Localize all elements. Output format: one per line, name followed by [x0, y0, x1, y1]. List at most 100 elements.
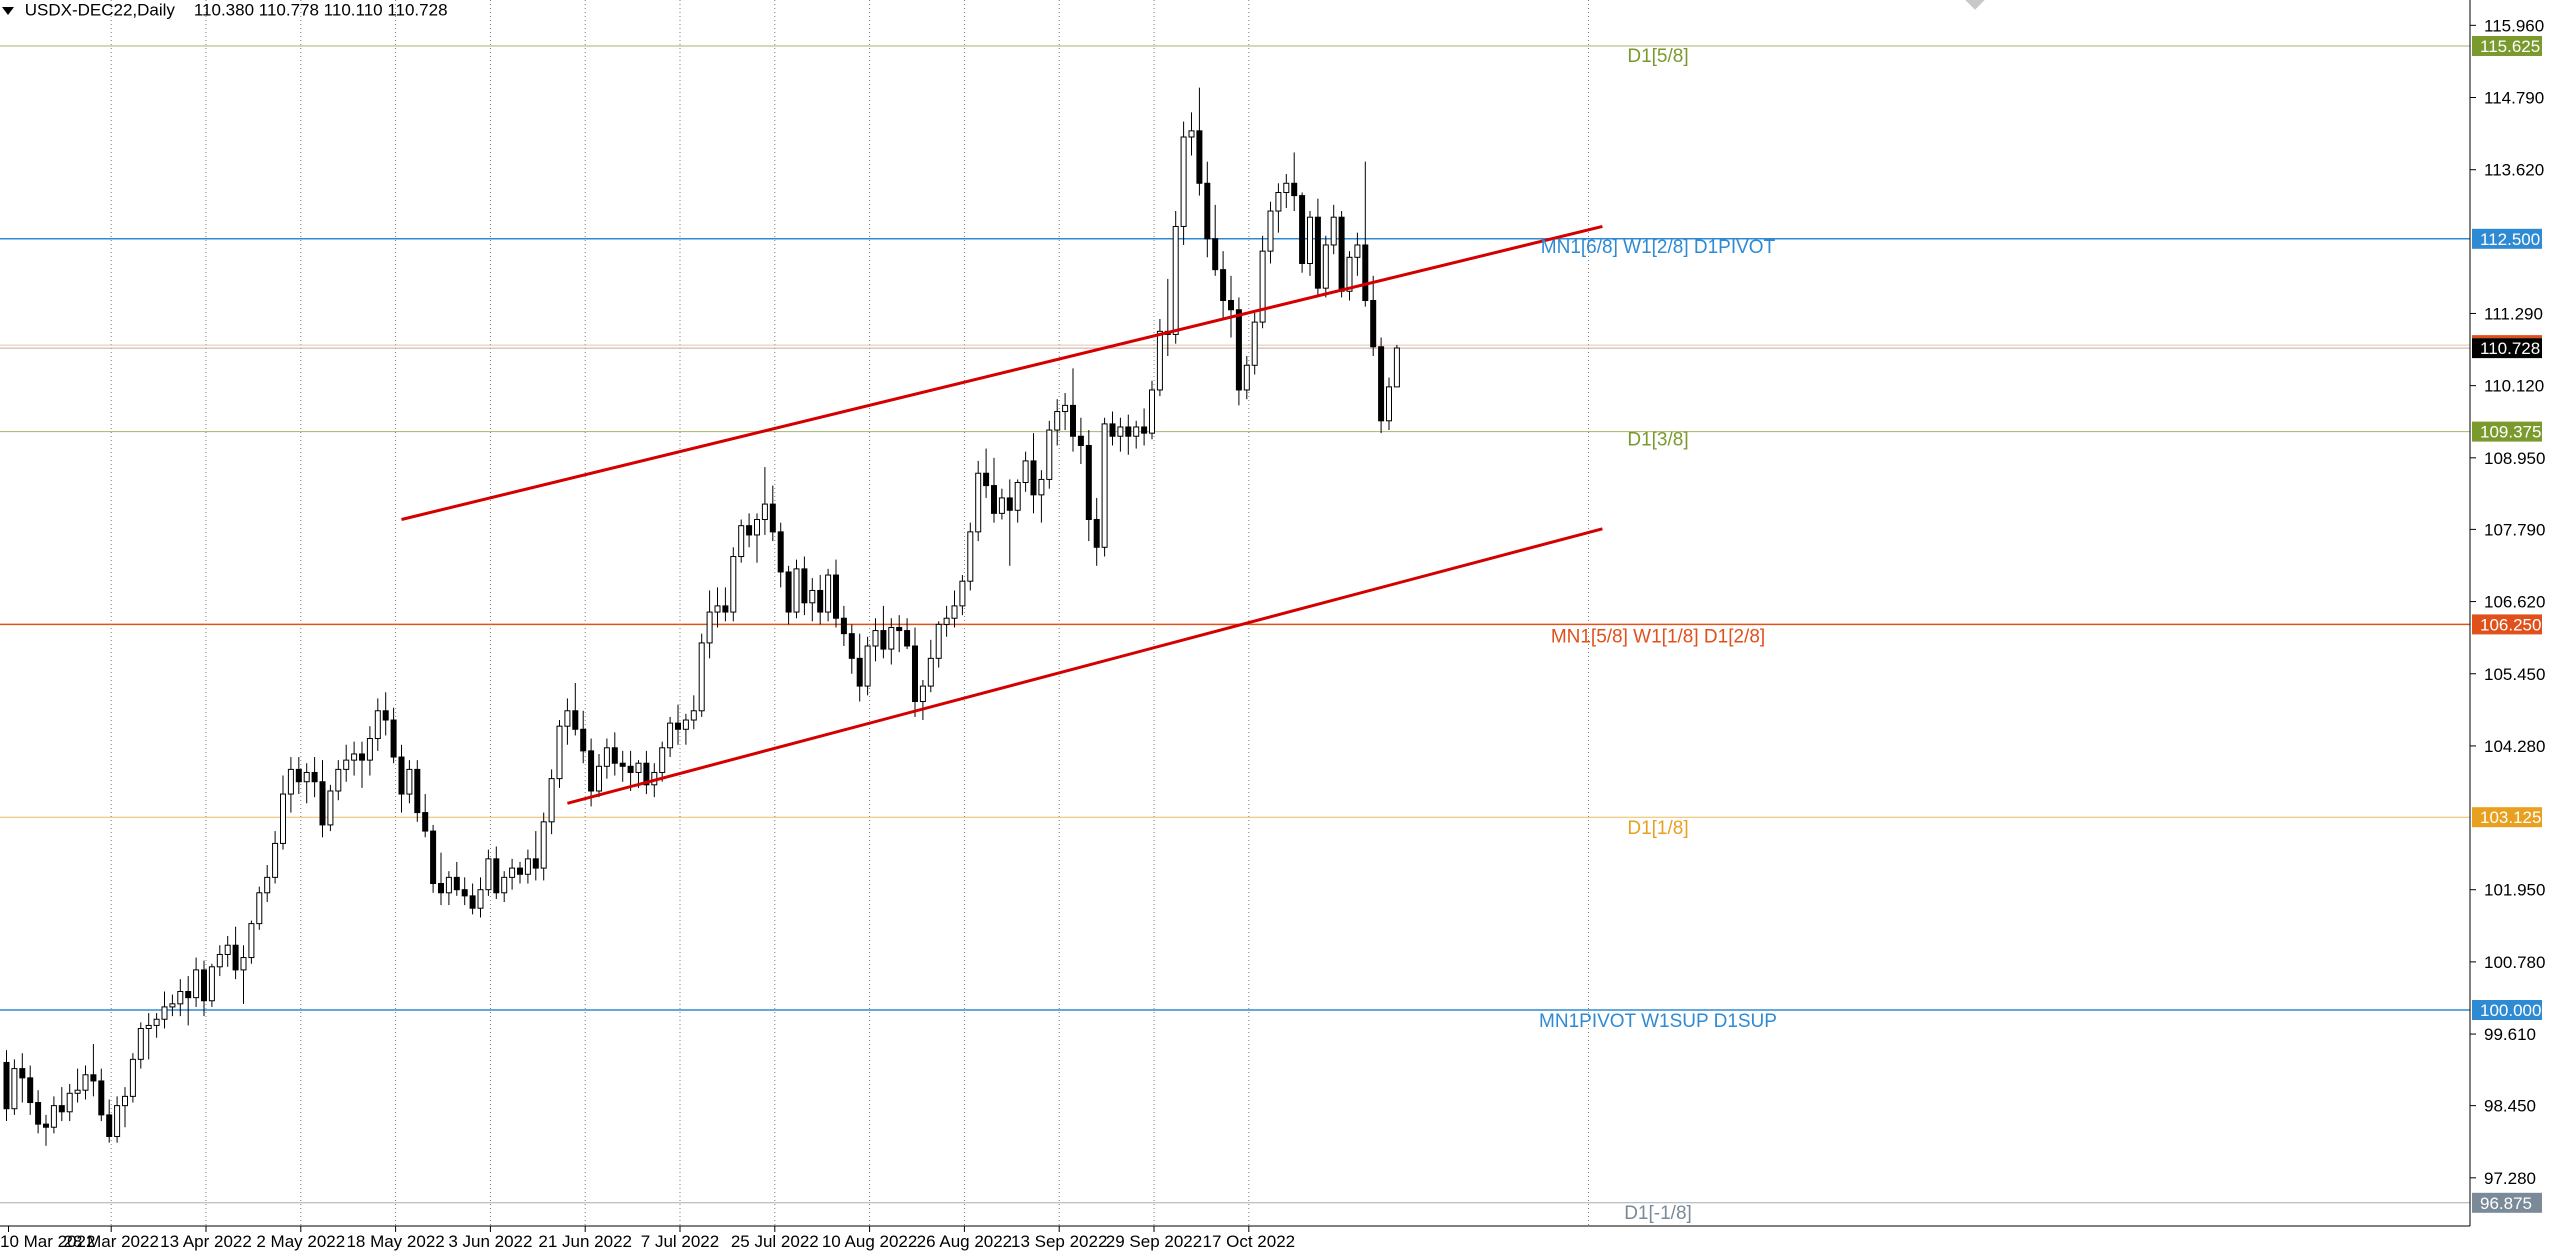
candle-up — [1346, 256, 1353, 292]
candle-down — [722, 605, 729, 613]
candle-down — [880, 630, 887, 650]
candle-up — [343, 759, 350, 770]
candle-down — [398, 756, 405, 795]
channel-trendlines[interactable] — [401, 225, 1603, 805]
candle-up — [1275, 192, 1282, 212]
candle-down — [675, 722, 681, 730]
time-tick-label: 18 May 2022 — [346, 1232, 444, 1251]
candle-down — [382, 710, 389, 721]
candle-up — [1062, 404, 1069, 413]
candlestick-series — [3, 87, 1400, 1146]
candle-up — [951, 605, 958, 619]
candle-down — [517, 867, 523, 875]
candle-down — [422, 812, 429, 832]
level-price-tag — [2472, 36, 2542, 56]
candle-up — [864, 645, 871, 687]
candle-up — [706, 611, 713, 644]
candle-up — [761, 503, 768, 521]
candle-down — [1141, 426, 1148, 434]
channel-trendline[interactable] — [401, 225, 1603, 521]
time-tick-label: 3 Jun 2022 — [448, 1232, 532, 1251]
candle-down — [801, 568, 808, 604]
time-tick-label: 13 Sep 2022 — [1011, 1232, 1107, 1251]
candle-down — [493, 858, 500, 894]
candle-up — [351, 753, 358, 761]
candle-up — [406, 768, 413, 795]
candle-up — [224, 944, 231, 955]
candle-down — [461, 889, 468, 897]
candle-down — [185, 990, 192, 999]
candle-down — [469, 895, 476, 909]
ohlc-values: 110.380 110.778 110.110 110.728 — [193, 0, 448, 20]
time-tick-label: 29 Sep 2022 — [1106, 1232, 1202, 1251]
candle-up — [1149, 389, 1155, 434]
candle-up — [975, 472, 982, 533]
candle-down — [1378, 346, 1385, 422]
candle-down — [1196, 130, 1203, 184]
candle-up — [1117, 426, 1124, 437]
candle-down — [833, 574, 839, 619]
candle-up — [1267, 210, 1274, 252]
candle-up — [888, 626, 895, 650]
candle-up — [501, 876, 508, 894]
candle-up — [193, 969, 200, 999]
candle-up — [280, 793, 286, 844]
candle-down — [1125, 426, 1132, 437]
symbol-label: USDX-DEC22,Daily — [24, 0, 175, 20]
candle-down — [912, 645, 918, 703]
candle-down — [98, 1080, 105, 1116]
price-tick-label: 113.620 — [2484, 161, 2544, 180]
candle-up — [122, 1095, 128, 1107]
candle-down — [769, 503, 776, 533]
candle-down — [58, 1105, 65, 1113]
price-tick-label: 111.290 — [2484, 304, 2543, 323]
candle-up — [1188, 130, 1195, 138]
channel-trendline[interactable] — [567, 527, 1603, 805]
time-tick-label: 10 Mar 2022 — [0, 1232, 95, 1251]
candle-up — [509, 867, 516, 878]
current-price-tag-edge — [2472, 335, 2542, 339]
candle-down — [785, 571, 792, 613]
collapse-triangle-icon[interactable] — [2, 6, 14, 15]
candle-up — [216, 953, 223, 968]
candle-up — [927, 657, 934, 687]
candle-down — [848, 633, 855, 659]
time-tick-label: 25 Jul 2022 — [731, 1232, 819, 1251]
candle-up — [793, 568, 800, 613]
candle-up — [1038, 478, 1045, 496]
candle-up — [335, 768, 342, 792]
level-price-tag — [2472, 807, 2542, 828]
candle-down — [319, 781, 326, 826]
candle-up — [1259, 250, 1266, 323]
level-price-tag — [2472, 1000, 2542, 1020]
time-tick-label: 26 Aug 2022 — [917, 1232, 1012, 1251]
price-tick-label: 115.960 — [2484, 16, 2544, 35]
candle-down — [1093, 519, 1100, 548]
candle-up — [240, 957, 247, 971]
candle-up — [919, 685, 926, 703]
candle-down — [1370, 299, 1377, 348]
candle-up — [872, 630, 879, 647]
candle-down — [572, 710, 579, 730]
candle-up — [374, 710, 381, 740]
candle-up — [485, 858, 492, 891]
candle-down — [580, 728, 587, 752]
time-tick-label: 7 Jul 2022 — [641, 1232, 719, 1251]
candle-up — [114, 1105, 121, 1137]
candle-down — [991, 485, 997, 514]
level-text: MN1PIVOT W1SUP D1SUP — [1539, 1011, 1777, 1032]
candle-up — [1156, 330, 1163, 391]
candle-down — [1362, 244, 1369, 301]
candle-down — [1220, 269, 1227, 301]
time-tick-label: 21 Jun 2022 — [538, 1232, 632, 1251]
price-tick-label: 114.790 — [2484, 89, 2544, 108]
candle-up — [50, 1105, 57, 1128]
candle-up — [714, 605, 721, 613]
time-tick-label: 10 Aug 2022 — [822, 1232, 917, 1251]
candle-up — [82, 1074, 89, 1091]
time-tick-label: 13 Apr 2022 — [160, 1232, 252, 1251]
candle-down — [430, 830, 437, 885]
candle-up — [698, 642, 705, 712]
